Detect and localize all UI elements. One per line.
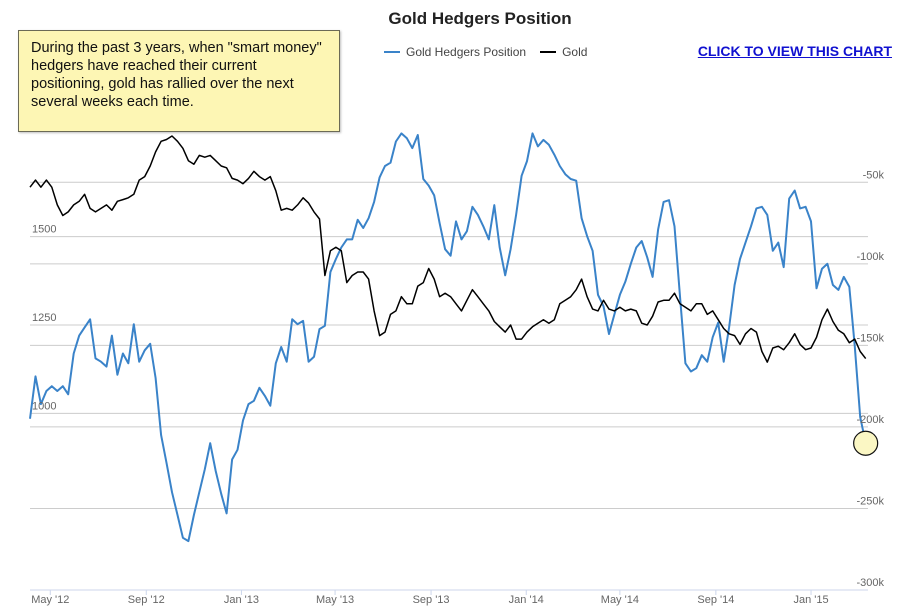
- x-tick-label-6: May '14: [601, 594, 639, 606]
- legend-swatch-gold: [540, 51, 557, 53]
- legend-item-gold[interactable]: Gold: [540, 45, 587, 59]
- x-tick-label-5: Jan '14: [509, 594, 544, 606]
- view-chart-link[interactable]: CLICK TO VIEW THIS CHART: [697, 43, 892, 59]
- x-tick-label-1: Sep '12: [128, 594, 165, 606]
- y-left-tick-label-0: 1000: [32, 400, 56, 412]
- y-right-tick-label-3: -200k: [856, 414, 884, 426]
- y-left-tick-label-2: 1500: [32, 224, 56, 236]
- y-right-tick-label-1: -100k: [856, 251, 884, 263]
- y-right-tick-label-0: -50k: [863, 169, 885, 181]
- y-right-tick-label-5: -300k: [856, 577, 884, 589]
- y-left-tick-label-1: 1250: [32, 312, 56, 324]
- series-line-hedgers: [29, 132, 867, 543]
- legend-swatch-hedgers: [384, 51, 400, 53]
- x-tick-label-4: Sep '13: [413, 594, 450, 606]
- x-tick-label-0: May '12: [31, 594, 69, 606]
- y-right-tick-label-4: -250k: [856, 495, 884, 507]
- x-tick-label-8: Jan '15: [793, 594, 828, 606]
- chart-legend: Gold Hedgers Position Gold: [384, 45, 595, 59]
- x-tick-label-3: May '13: [316, 594, 354, 606]
- x-tick-label-2: Jan '13: [224, 594, 259, 606]
- legend-item-hedgers[interactable]: Gold Hedgers Position: [384, 45, 526, 59]
- series-line-gold: [29, 135, 867, 363]
- highlight-circle: [853, 430, 879, 456]
- annotation-callout: During the past 3 years, when "smart mon…: [18, 30, 340, 132]
- legend-label-gold: Gold: [562, 45, 588, 59]
- chart-title: Gold Hedgers Position: [388, 9, 572, 28]
- legend-label-hedgers: Gold Hedgers Position: [406, 45, 527, 59]
- x-tick-label-7: Sep '14: [697, 594, 734, 606]
- y-right-tick-label-2: -150k: [856, 332, 884, 344]
